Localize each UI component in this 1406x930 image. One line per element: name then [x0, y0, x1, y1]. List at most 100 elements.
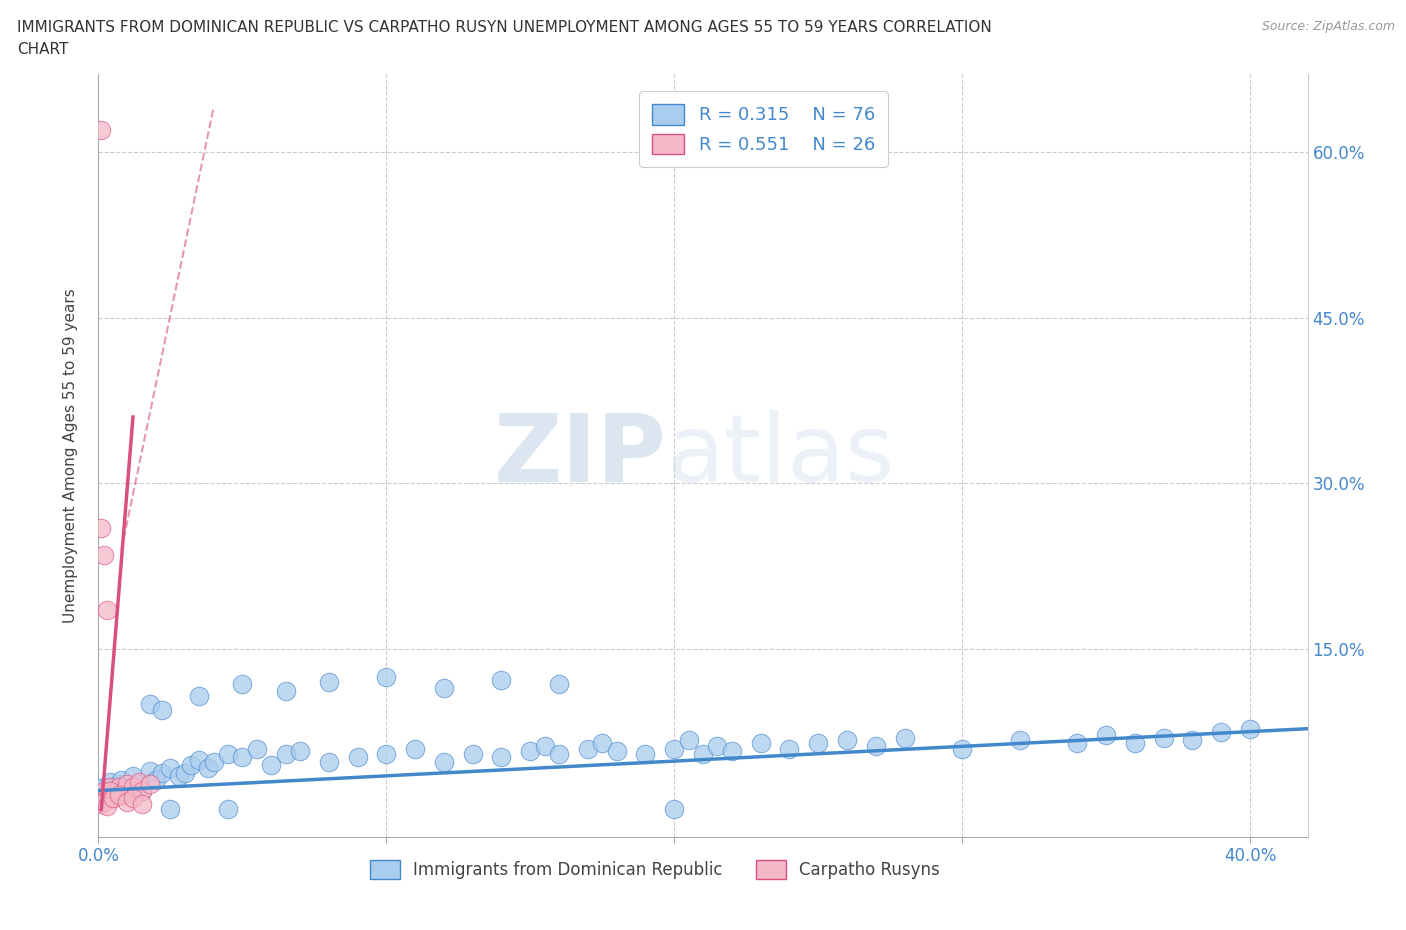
Point [576, 741, 599, 756]
Point [778, 741, 800, 756]
Point [246, 741, 269, 756]
Point [115, 777, 138, 791]
Point [217, 802, 239, 817]
Point [145, 772, 167, 787]
Point [893, 730, 915, 745]
Point [104, 783, 127, 798]
Point [433, 681, 456, 696]
Point [318, 754, 340, 769]
Point [90, 785, 112, 800]
Point [591, 736, 613, 751]
Point [346, 750, 368, 764]
Point [93, 780, 115, 795]
Point [150, 702, 173, 717]
Point [706, 739, 728, 754]
Point [375, 747, 398, 762]
Text: IMMIGRANTS FROM DOMINICAN REPUBLIC VS CARPATHO RUSYN UNEMPLOYMENT AMONG AGES 55 : IMMIGRANTS FROM DOMINICAN REPUBLIC VS CA… [17, 20, 991, 35]
Point [404, 741, 426, 756]
Text: Source: ZipAtlas.com: Source: ZipAtlas.com [1261, 20, 1395, 33]
Point [1123, 736, 1146, 751]
Point [375, 670, 398, 684]
Point [98, 775, 121, 790]
Point [167, 769, 190, 784]
Point [1211, 724, 1233, 739]
Point [173, 765, 195, 780]
Point [749, 736, 772, 751]
Point [101, 790, 124, 805]
Point [720, 743, 742, 758]
Point [491, 672, 513, 687]
Point [90, 122, 112, 137]
Point [96, 788, 118, 803]
Point [98, 780, 121, 795]
Point [150, 765, 173, 780]
Point [180, 758, 202, 773]
Point [533, 739, 555, 754]
Point [98, 783, 121, 798]
Y-axis label: Unemployment Among Ages 55 to 59 years: Unemployment Among Ages 55 to 59 years [63, 288, 77, 623]
Point [128, 775, 150, 790]
Point [231, 677, 253, 692]
Point [865, 739, 887, 754]
Point [634, 747, 657, 762]
Point [139, 764, 162, 778]
Point [93, 783, 115, 798]
Point [1066, 736, 1088, 751]
Point [115, 794, 138, 809]
Point [139, 697, 162, 711]
Point [950, 741, 973, 756]
Point [1181, 732, 1204, 747]
Point [107, 780, 129, 795]
Point [288, 743, 311, 758]
Point [96, 799, 118, 814]
Point [112, 783, 135, 798]
Point [93, 548, 115, 563]
Point [548, 747, 571, 762]
Legend: Immigrants from Dominican Republic, Carpatho Rusyns: Immigrants from Dominican Republic, Carp… [363, 854, 946, 886]
Text: CHART: CHART [17, 42, 69, 57]
Point [433, 754, 456, 769]
Point [122, 790, 145, 805]
Point [835, 732, 858, 747]
Point [159, 761, 181, 776]
Point [115, 780, 138, 795]
Point [122, 769, 145, 784]
Point [110, 788, 132, 803]
Point [664, 741, 686, 756]
Point [548, 677, 571, 692]
Point [131, 796, 153, 811]
Point [128, 777, 150, 791]
Point [112, 787, 135, 802]
Point [202, 754, 225, 769]
Point [217, 747, 239, 762]
Point [491, 750, 513, 764]
Point [664, 802, 686, 817]
Point [231, 750, 253, 764]
Point [159, 802, 181, 817]
Point [1095, 728, 1118, 743]
Point [188, 688, 211, 703]
Point [1008, 732, 1031, 747]
Point [188, 752, 211, 767]
Point [131, 783, 153, 798]
Point [606, 743, 628, 758]
Point [260, 758, 283, 773]
Point [274, 747, 297, 762]
Text: atlas: atlas [666, 410, 896, 501]
Text: ZIP: ZIP [494, 410, 666, 501]
Point [807, 736, 830, 751]
Point [678, 732, 700, 747]
Point [1153, 730, 1175, 745]
Point [131, 783, 153, 798]
Point [692, 747, 714, 762]
Point [519, 743, 541, 758]
Point [96, 603, 118, 618]
Point [461, 747, 484, 762]
Point [139, 777, 162, 791]
Point [197, 761, 219, 776]
Point [110, 772, 132, 787]
Point [90, 796, 112, 811]
Point [107, 777, 129, 791]
Point [1239, 722, 1261, 737]
Point [274, 684, 297, 698]
